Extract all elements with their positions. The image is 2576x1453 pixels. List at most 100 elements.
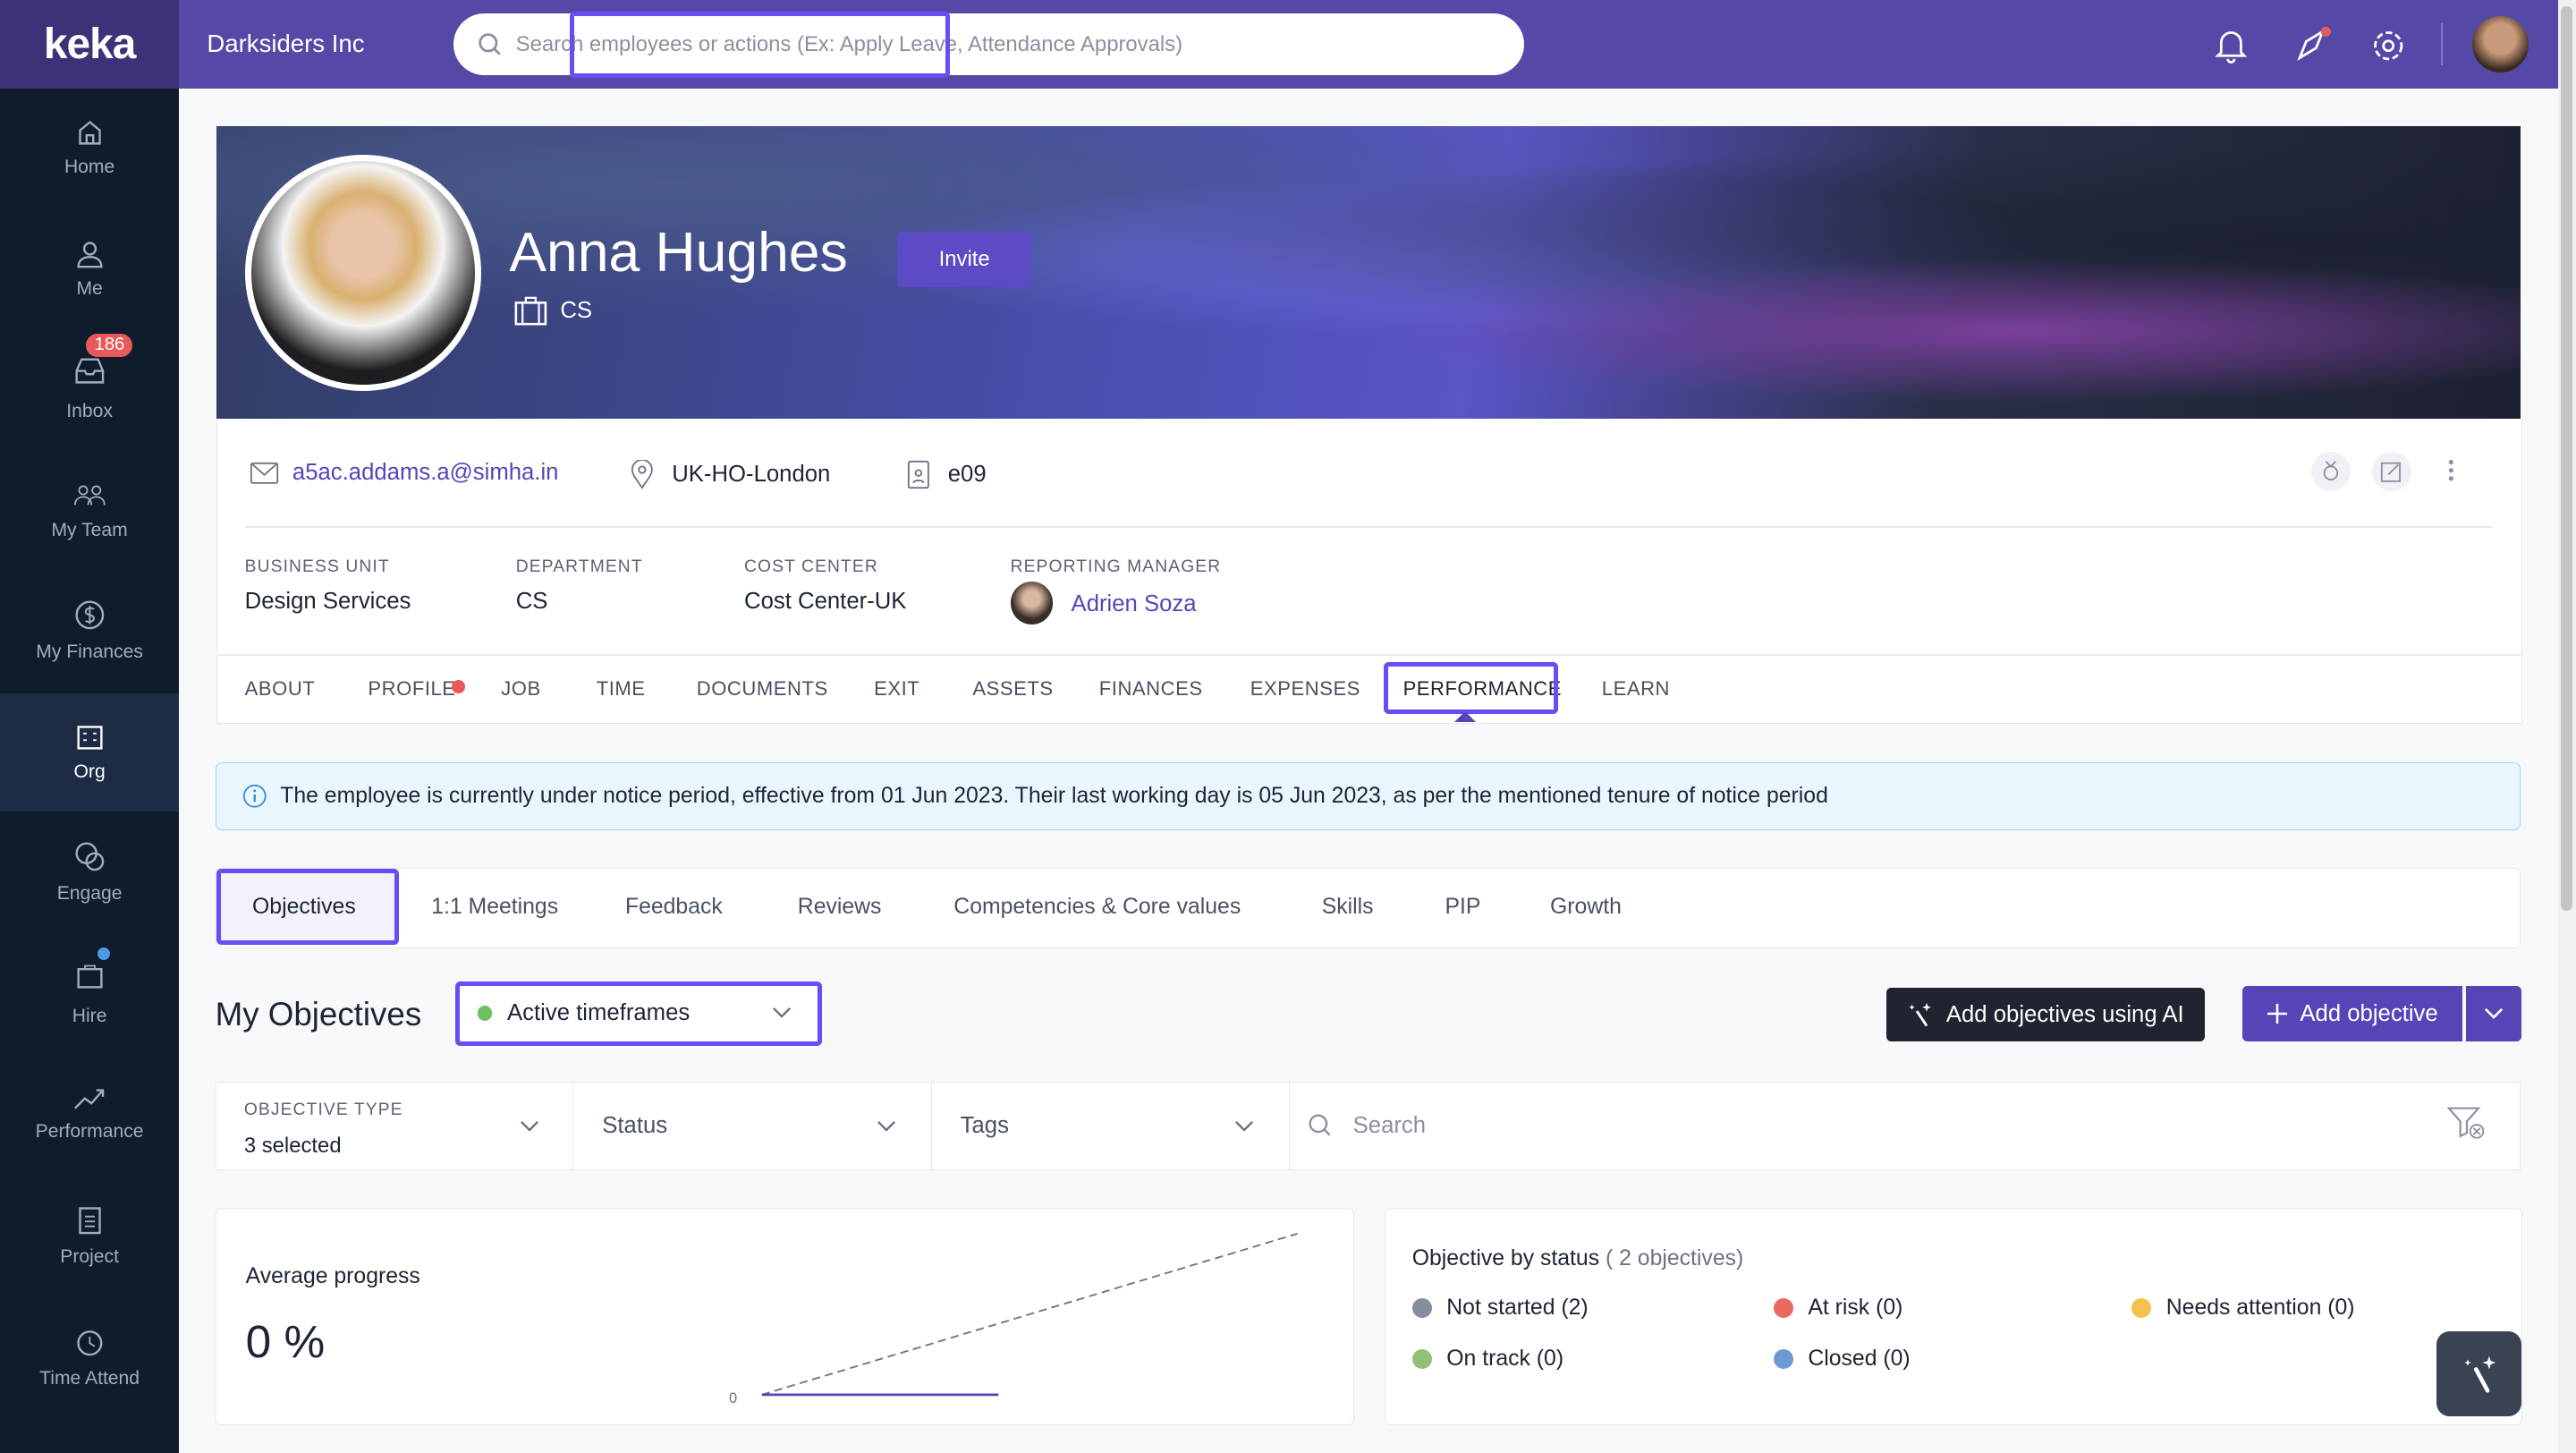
profile-photo	[244, 154, 482, 392]
reporting-manager-link[interactable]: Adrien Soza	[1071, 591, 1197, 617]
email-link[interactable]: a5ac.addams.a@simha.in	[292, 460, 559, 486]
chevron-down-icon	[772, 1007, 791, 1019]
scrollbar[interactable]	[2557, 0, 2576, 1453]
profile-banner	[216, 126, 2521, 420]
sidebar-item-home[interactable]: Home	[0, 89, 179, 207]
status-dot	[2131, 1298, 2152, 1319]
inbox-icon	[75, 358, 104, 384]
tab-assets[interactable]: ASSETS	[972, 676, 1054, 700]
sidebar-item-org[interactable]: Org	[0, 693, 180, 812]
reporting-manager-label: REPORTING MANAGER	[1010, 557, 1222, 576]
user-avatar[interactable]	[2472, 16, 2529, 72]
tab-expenses[interactable]: EXPENSES	[1250, 676, 1360, 700]
add-objective-dropdown[interactable]	[2465, 986, 2522, 1042]
engage-icon	[75, 842, 104, 871]
sidebar-item-label: Me	[76, 278, 103, 300]
timeframe-value: Active timeframes	[507, 1000, 691, 1026]
briefcase-icon	[77, 964, 103, 989]
tab-finances[interactable]: FINANCES	[1098, 676, 1203, 700]
home-icon	[78, 121, 101, 145]
chevron-down-icon	[1235, 1120, 1254, 1132]
add-objectives-ai-button[interactable]: Add objectives using AI	[1885, 987, 2205, 1042]
legend-closed: Closed (0)	[1773, 1347, 1911, 1372]
tab-highlight	[1383, 662, 1559, 714]
add-objective-button[interactable]: Add objective	[2242, 986, 2463, 1042]
tab-performance[interactable]: PERFORMANCE	[1402, 676, 1562, 700]
subtab-reviews[interactable]: Reviews	[797, 895, 882, 920]
clock-icon	[77, 1330, 103, 1356]
subtab-skills[interactable]: Skills	[1321, 895, 1374, 920]
more-options-icon[interactable]	[2445, 457, 2458, 483]
subtab-feedback[interactable]: Feedback	[624, 895, 723, 920]
award-icon[interactable]	[2311, 452, 2351, 492]
id-badge-icon	[907, 461, 929, 489]
chevron-down-icon	[521, 1120, 539, 1132]
legend-on-track: On track (0)	[1411, 1347, 1563, 1372]
sidebar-item-me[interactable]: Me	[0, 210, 179, 328]
subtab-pip[interactable]: PIP	[1445, 895, 1481, 920]
objective-type-filter[interactable]: OBJECTIVE TYPE 3 selected	[216, 1082, 574, 1169]
sidebar-item-performance[interactable]: Performance	[0, 1055, 179, 1173]
tab-about[interactable]: ABOUT	[244, 676, 316, 700]
sidebar-item-my-finances[interactable]: My Finances	[0, 572, 179, 690]
divider	[244, 525, 2493, 528]
global-search[interactable]: Search employees or actions (Ex: Apply L…	[453, 13, 1525, 76]
tags-filter[interactable]: Tags	[932, 1082, 1290, 1169]
notice-text: The employee is currently under notice p…	[280, 783, 1828, 808]
edit-icon[interactable]	[2372, 452, 2412, 492]
keka-logo[interactable]: keka	[0, 0, 180, 89]
legend-label: At risk (0)	[1808, 1296, 1903, 1321]
search-icon	[1309, 1114, 1331, 1136]
tab-time[interactable]: TIME	[596, 676, 646, 700]
ai-button-label: Add objectives using AI	[1945, 1001, 2184, 1027]
invite-button[interactable]: Invite	[896, 231, 1032, 288]
status-filter[interactable]: Status	[574, 1082, 932, 1169]
active-tab-indicator	[1453, 711, 1476, 723]
subtab-objectives[interactable]: Objectives	[252, 895, 356, 920]
tab-exit[interactable]: EXIT	[874, 676, 920, 700]
objective-search-input[interactable]: Search	[1352, 1113, 1427, 1139]
section-title: My Objectives	[215, 996, 422, 1033]
tab-profile[interactable]: PROFILE	[368, 676, 456, 700]
legend-label: Closed (0)	[1808, 1347, 1911, 1372]
clipboard-icon	[78, 1207, 101, 1235]
progress-sparkline: 0	[729, 1232, 1298, 1406]
cost-center-value: Cost Center-UK	[744, 588, 907, 614]
legend-not-started: Not started (2)	[1411, 1296, 1589, 1321]
sidebar-item-hire[interactable]: Hire	[0, 935, 179, 1053]
sidebar-item-project[interactable]: Project	[0, 1177, 179, 1295]
ai-assistant-button[interactable]	[2436, 1330, 2522, 1417]
subtab-growth[interactable]: Growth	[1550, 895, 1622, 920]
objective-type-label: OBJECTIVE TYPE	[243, 1100, 403, 1119]
sidebar-item-engage[interactable]: Engage	[0, 813, 179, 931]
org-icon	[77, 726, 103, 750]
gear-icon[interactable]	[2370, 28, 2406, 64]
sidebar-item-my-team[interactable]: My Team	[0, 452, 179, 570]
search-placeholder: Search employees or actions (Ex: Apply L…	[515, 31, 1183, 56]
subtab-1-1-meetings[interactable]: 1:1 Meetings	[431, 895, 559, 920]
tab-documents[interactable]: DOCUMENTS	[696, 676, 828, 700]
axis-zero-label: 0	[729, 1389, 737, 1406]
timeframe-dropdown[interactable]: Active timeframes	[454, 981, 823, 1046]
tab-learn[interactable]: LEARN	[1601, 676, 1671, 700]
user-icon	[77, 242, 103, 268]
status-dot	[1773, 1349, 1793, 1370]
sidebar-item-time-attend[interactable]: Time Attend	[0, 1298, 179, 1416]
sidebar-item-inbox[interactable]: 186 Inbox	[0, 330, 179, 448]
sidebar-item-label: Time Attend	[39, 1367, 140, 1389]
department-label: DEPARTMENT	[515, 557, 643, 576]
sidebar-item-label: Engage	[56, 883, 123, 905]
search-icon	[478, 33, 501, 55]
rocket-icon[interactable]	[2290, 25, 2333, 68]
legend-needs-attention: Needs attention (0)	[2131, 1296, 2355, 1321]
tab-job[interactable]: JOB	[501, 676, 541, 700]
subtab-competencies[interactable]: Competencies & Core values	[953, 895, 1241, 920]
notification-dot	[94, 944, 114, 964]
clear-filter-icon[interactable]	[2446, 1105, 2487, 1141]
status-dot	[1411, 1298, 1432, 1319]
email[interactable]: a5ac.addams.a@simha.in	[250, 460, 558, 486]
bell-icon[interactable]	[2215, 28, 2248, 64]
average-progress-value: 0 %	[245, 1314, 326, 1367]
cost-center-label: COST CENTER	[744, 557, 878, 576]
magic-wand-icon	[2464, 1355, 2496, 1393]
